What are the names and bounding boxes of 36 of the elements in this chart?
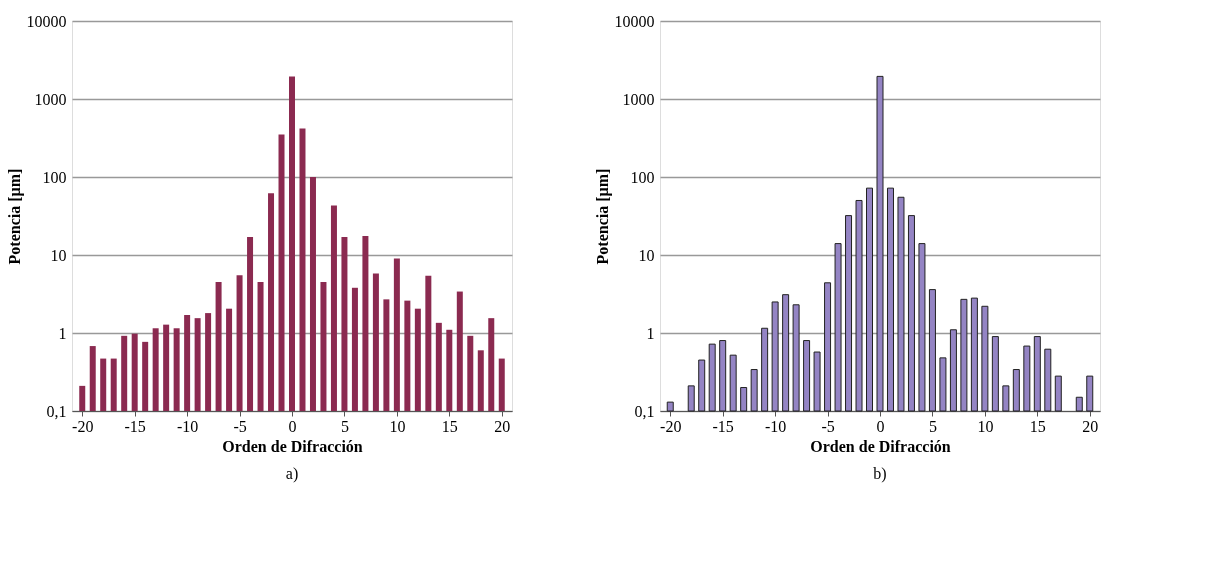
x-tick-label: 10 [389,417,406,435]
y-axis-title: Potencia [µm] [5,168,24,265]
x-tick-label: -10 [176,417,199,435]
y-tick-label: 10 [50,246,67,264]
x-tick-label: 15 [441,417,458,435]
x-tick-label: -15 [712,417,734,435]
y-axis-title: Potencia [µm] [593,168,612,265]
x-tick-label: -5 [821,417,835,435]
y-tick-label: 100 [42,168,67,186]
x-tick-label: -5 [233,417,247,435]
y-tick-label: 10000 [614,12,655,30]
x-tick-label: 10 [977,417,994,435]
text: b) [873,465,887,483]
x-tick-label: -20 [660,417,682,435]
x-tick-label: 15 [1029,417,1046,435]
x-tick-label: 0 [288,417,297,435]
y-tick-label: 100 [630,168,655,186]
x-axis-title: Orden de Difracción [222,437,363,455]
x-axis-title: Orden de Difracción [810,437,951,455]
x-tick-label: -15 [124,417,146,435]
x-tick-label: 5 [928,417,937,435]
text: a) [285,465,299,483]
y-tick-label: 1 [646,324,655,342]
x-tick-label: 20 [1082,417,1099,435]
x-tick-label: 0 [876,417,885,435]
y-tick-label: 10 [638,246,655,264]
y-tick-label: 1000 [34,90,67,108]
x-tick-label: 20 [494,417,511,435]
x-tick-label: -20 [72,417,94,435]
y-tick-label: 1 [58,324,67,342]
y-tick-label: 1000 [622,90,655,108]
y-tick-label: 0,1 [634,402,655,420]
y-tick-label: 10000 [26,12,67,30]
x-tick-label: -10 [764,417,787,435]
x-tick-label: 5 [340,417,349,435]
y-tick-label: 0,1 [46,402,67,420]
